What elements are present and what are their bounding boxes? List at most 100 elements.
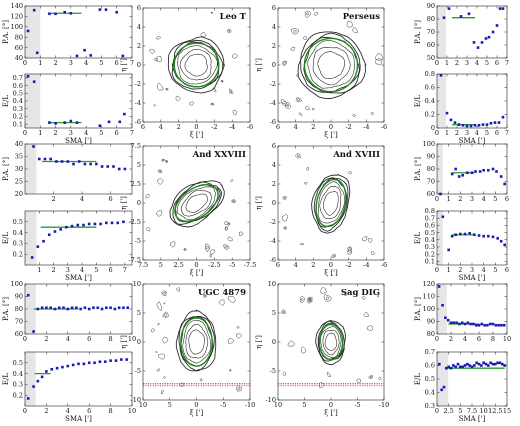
y-axis-label: E/L [2, 95, 10, 107]
noise-contour [204, 295, 206, 297]
data-point [92, 306, 95, 310]
data-point [480, 322, 484, 326]
data-point [467, 12, 471, 16]
x-tick-label: 5 [493, 266, 497, 274]
data-point [500, 323, 503, 327]
x-tick-label: 6 [505, 266, 509, 274]
panel-sag-el: 0 2.5 5 7.5 10 12.5 15 0.3 0.4 0.5 0.6 0.7 E/L SMA ['… [414, 348, 511, 423]
x-tick-label: -2 [345, 123, 351, 131]
x-tick-label: 4 [463, 335, 467, 343]
x-tick-label: 6 [87, 407, 91, 415]
noise-contour [369, 375, 372, 379]
x-tick-label: -10 [245, 401, 255, 409]
plot-frame [277, 7, 385, 123]
x-tick-label: -6 [381, 261, 387, 269]
data-point [60, 160, 64, 163]
data-point [491, 167, 495, 171]
x-tick-label: 4 [84, 59, 88, 67]
y-tick-label: 0.3 [425, 243, 435, 251]
noise-contour [227, 28, 232, 34]
y-tick-label: 0.2 [13, 113, 23, 121]
x-tick-label: 2.5 [173, 261, 183, 269]
x-axis-label: SMA ['] [459, 415, 486, 423]
data-point [63, 10, 67, 14]
x-tick-label: 2 [311, 123, 315, 131]
data-point [496, 237, 499, 240]
y-axis-label: η ['] [255, 196, 263, 210]
y-tick-label: -6 [135, 118, 141, 126]
x-axis-label: SMA ['] [65, 137, 92, 145]
data-point [445, 366, 448, 370]
noise-contour [306, 167, 310, 171]
noise-contour [151, 328, 155, 333]
data-point [117, 306, 121, 310]
y-tick-label: 90 [427, 2, 435, 10]
data-point [98, 8, 102, 11]
data-point [98, 124, 102, 127]
noise-contour [227, 295, 236, 304]
noise-contour [161, 158, 166, 162]
data-point [116, 221, 120, 225]
y-tick-label: 0.4 [13, 229, 23, 237]
isodensity-contour [317, 181, 346, 224]
noise-contour [237, 387, 241, 390]
noise-contour [314, 12, 319, 16]
panel-leo-pa: 0 1 2 3 4 5 6 7 40 60 80 100 120 140 P.A. [°] [2, 2, 134, 67]
x-tick-label: 2 [311, 261, 315, 269]
x-tick-label: 3 [465, 129, 469, 137]
data-point [497, 323, 500, 327]
x-axis-label: SMA ['] [65, 415, 92, 423]
noise-contour [348, 170, 352, 175]
fitted-ellipse [174, 184, 219, 222]
y-tick-label: 0.2 [13, 391, 23, 399]
data-point [468, 232, 471, 235]
x-tick-label: 2 [54, 129, 58, 137]
x-tick-label: 12.5 [488, 407, 502, 415]
x-axis-label: SMA ['] [459, 274, 486, 282]
x-tick-label: 5 [493, 195, 497, 203]
data-point [487, 234, 490, 238]
excluded-region-shade [25, 74, 41, 128]
isodensity-contour [317, 51, 345, 79]
data-point [98, 360, 102, 364]
panel-leo-el: 0 1 2 3 4 5 6 7 0.10.20.30.40.50.60.7 E/L SMA ['] [2, 73, 134, 145]
x-tick-label: 2.5 [443, 407, 453, 415]
data-point [449, 321, 453, 325]
data-point [105, 306, 108, 310]
data-point [87, 361, 91, 365]
y-tick-label: 4 [272, 23, 276, 31]
noise-contour [282, 101, 286, 105]
x-tick-label: 4 [294, 261, 298, 269]
x-tick-label: 7 [505, 59, 509, 67]
x-tick-label: 2 [455, 59, 459, 67]
data-point [496, 361, 499, 365]
x-tick-label: 7 [505, 129, 509, 137]
data-point [454, 167, 457, 171]
data-point [456, 362, 460, 366]
data-point [107, 120, 111, 124]
data-point [47, 233, 51, 237]
y-tick-label: 5 [137, 309, 141, 317]
noise-contour [280, 98, 288, 106]
x-tick-label: 6 [141, 123, 145, 131]
noise-contour [204, 243, 210, 253]
fitted-ellipse [315, 178, 347, 228]
x-tick-label: 10 [480, 407, 488, 415]
x-tick-label: 3 [66, 266, 70, 274]
y-tick-label: 0.2 [425, 250, 435, 258]
data-point [478, 170, 482, 173]
noise-contour [223, 244, 230, 250]
noise-contour [297, 154, 300, 157]
data-point [487, 364, 490, 367]
y-tick-label: 60 [427, 190, 435, 198]
y-tick-label: 0.6 [425, 222, 435, 230]
noise-contour [284, 101, 292, 109]
noise-contour [235, 385, 243, 392]
y-tick-label: 2 [137, 42, 141, 50]
noise-contour [218, 299, 225, 306]
data-point [477, 362, 481, 366]
data-point [82, 362, 86, 366]
data-point [32, 330, 35, 333]
x-tick-label: -2 [211, 123, 217, 131]
data-point [115, 10, 119, 14]
